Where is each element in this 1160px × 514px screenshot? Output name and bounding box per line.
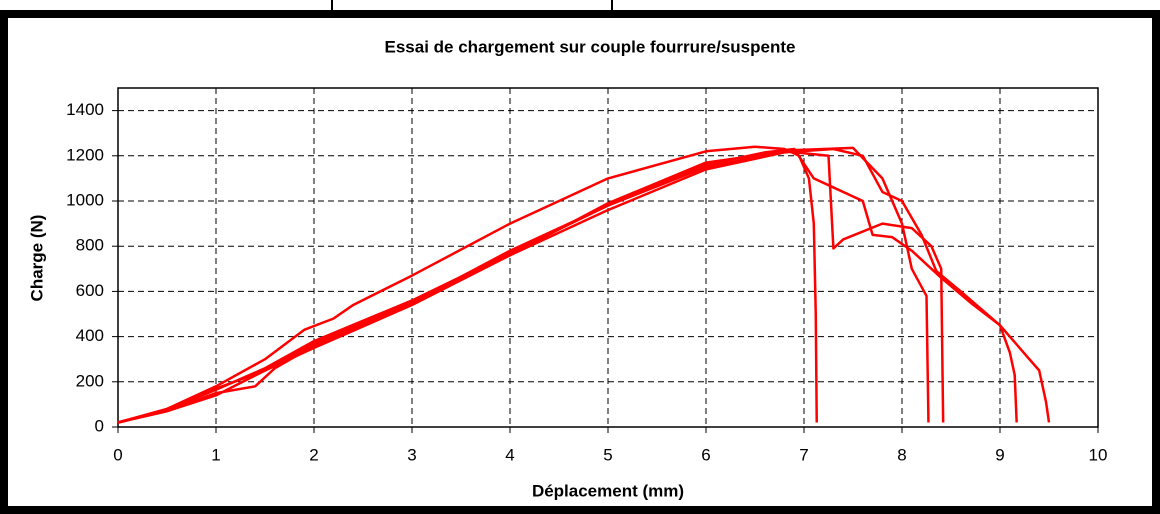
chart-title: Essai de chargement sur couple fourrure/… — [385, 37, 796, 56]
x-tick-label: 5 — [603, 445, 612, 464]
x-axis-label: Déplacement (mm) — [532, 481, 684, 500]
x-tick-label: 4 — [505, 445, 514, 464]
y-tick-label: 200 — [76, 371, 104, 390]
x-tick-label: 0 — [113, 445, 122, 464]
x-tick-label: 1 — [211, 445, 220, 464]
data-line — [117, 146, 930, 424]
y-tick-label: 0 — [95, 416, 104, 435]
x-tick-label: 6 — [701, 445, 710, 464]
x-tick-label: 2 — [309, 445, 318, 464]
data-line — [117, 150, 945, 424]
y-tick-label: 1200 — [66, 145, 104, 164]
y-tick-label: 1400 — [66, 100, 104, 119]
y-axis-label: Charge (N) — [27, 215, 46, 302]
chart-area — [8, 18, 1152, 506]
y-tick-label: 800 — [76, 236, 104, 255]
plot-border — [117, 87, 1099, 428]
y-tick-label: 400 — [76, 326, 104, 345]
x-tick-label: 3 — [407, 445, 416, 464]
x-tick-label: 10 — [1089, 445, 1108, 464]
x-tick-label: 7 — [799, 445, 808, 464]
top-strip — [0, 0, 1160, 10]
y-tick-label: 600 — [76, 281, 104, 300]
y-tick-label: 1000 — [66, 190, 104, 209]
x-tick-label: 9 — [995, 445, 1004, 464]
x-tick-label: 8 — [897, 445, 906, 464]
data-line — [117, 145, 818, 424]
